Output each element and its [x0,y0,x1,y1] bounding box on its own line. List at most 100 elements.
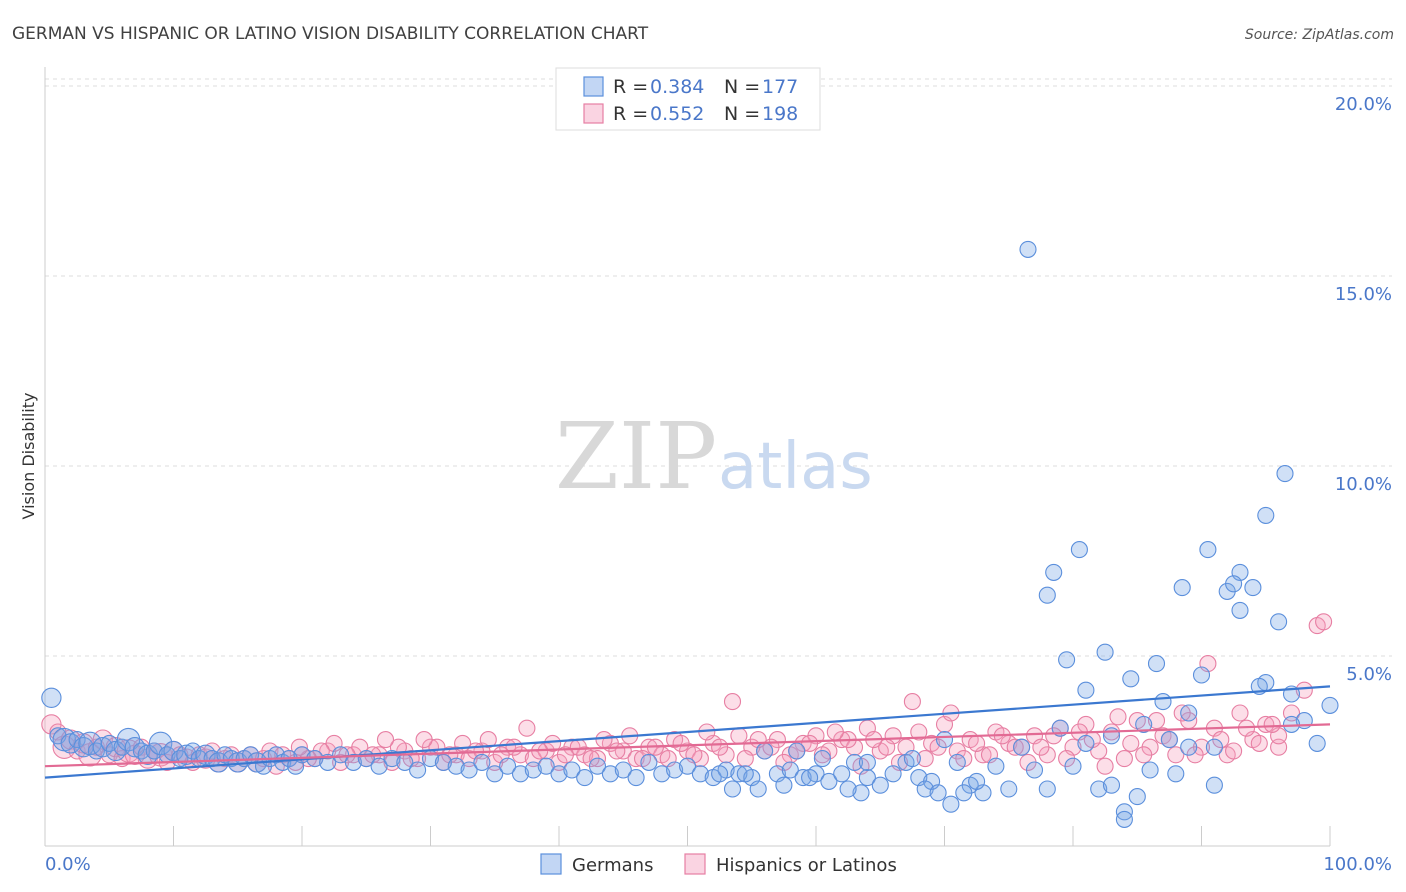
point-germans [833,765,851,783]
point-germans [845,753,864,771]
point-germans [955,784,973,802]
point-germans [788,742,806,760]
point-germans [1038,586,1056,604]
point-germans [678,757,697,775]
y-tick-label: 15.0% [1335,284,1392,305]
legend: R = 0.384 N = 177 R = 0.552 N = 198 [555,67,821,131]
point-germans [1180,704,1198,722]
point-germans [41,687,62,708]
point-germans [858,769,876,787]
point-germans [486,765,504,783]
point-hispanics [415,731,433,749]
point-hispanics [1135,746,1153,764]
y-axis-label: Vision Disability [19,393,38,520]
point-hispanics [1263,715,1281,733]
point-germans [929,784,947,802]
x-ticks [44,826,1331,846]
y-tick-label: 10.0% [1335,474,1392,495]
point-germans [1321,696,1339,714]
point-hispanics [1122,734,1140,752]
point-germans [137,744,158,765]
point-germans [576,769,594,787]
legend-r-label-germans: R = [613,76,648,98]
point-germans [942,795,960,813]
point-hispanics [711,738,729,756]
point-hispanics [910,723,928,741]
point-germans [781,761,799,779]
point-hispanics [1231,704,1249,722]
point-germans [332,746,350,764]
point-germans [666,761,684,779]
point-germans [968,772,986,790]
point-germans [640,753,658,771]
point-hispanics [479,731,497,749]
point-hispanics [627,750,645,768]
point-germans [537,757,555,775]
point-germans [1077,681,1095,699]
point-hispanics [1032,738,1050,756]
point-germans [1154,693,1172,711]
bottom-legend-swatch-germans [540,853,562,875]
point-germans [736,765,754,783]
trend-lines [44,685,1331,779]
point-germans [511,765,530,783]
point-germans [473,753,491,771]
point-germans [1000,780,1018,798]
point-germans [499,757,517,775]
point-hispanics [903,693,921,711]
point-germans [601,765,619,783]
point-germans [1244,579,1262,597]
legend-n-value-germans: 177 [762,76,798,98]
point-germans [447,757,465,775]
point-germans [858,753,876,771]
legend-r-value-germans: 0.384 [650,76,704,98]
legend-r-label-hispanics: R = [613,103,648,125]
point-germans [1025,761,1044,779]
point-germans [1115,810,1133,828]
point-germans [1270,613,1288,631]
trend-line-germans [44,685,1331,779]
point-germans [614,761,632,779]
point-germans [1102,727,1121,745]
point-germans [723,780,742,798]
point-germans [1096,643,1114,661]
bottom-legend: Germans Hispanics or Latinos [540,853,897,876]
point-germans [871,776,889,794]
point-germans [1135,715,1153,733]
point-germans [1064,757,1082,775]
watermark-zip: ZIP [555,403,717,510]
watermark-atlas: atlas [718,430,873,504]
legend-r-value-hispanics: 0.552 [650,103,704,125]
point-germans [756,742,774,760]
point-hispanics [801,734,819,752]
point-germans [1173,579,1191,597]
point-germans [1045,563,1063,581]
legend-swatch-germans [583,76,604,97]
point-germans [1019,240,1037,258]
point-germans [1128,788,1146,806]
point-hispanics [730,727,748,745]
point-germans [524,761,542,779]
bottom-legend-swatch-hispanics [684,853,706,875]
point-germans [903,750,921,768]
point-germans [1199,541,1217,559]
point-germans [60,733,81,754]
series-germans [41,240,1339,828]
point-germans [884,765,902,783]
point-germans [550,765,568,783]
legend-swatch-hispanics [583,103,604,124]
point-hispanics [1096,757,1114,775]
point-germans [105,740,126,762]
point-germans [852,784,870,802]
point-hispanics [968,734,986,752]
point-germans [409,761,427,779]
point-hispanics [1295,681,1313,699]
point-germans [730,765,748,783]
grid [45,78,1392,657]
chart-title: GERMAN VS HISPANIC OR LATINO VISION DISA… [12,24,649,44]
point-hispanics [376,731,395,749]
point-germans [653,765,671,783]
point-hispanics [1257,715,1275,733]
point-hispanics [1250,734,1268,752]
point-germans [1167,765,1185,783]
